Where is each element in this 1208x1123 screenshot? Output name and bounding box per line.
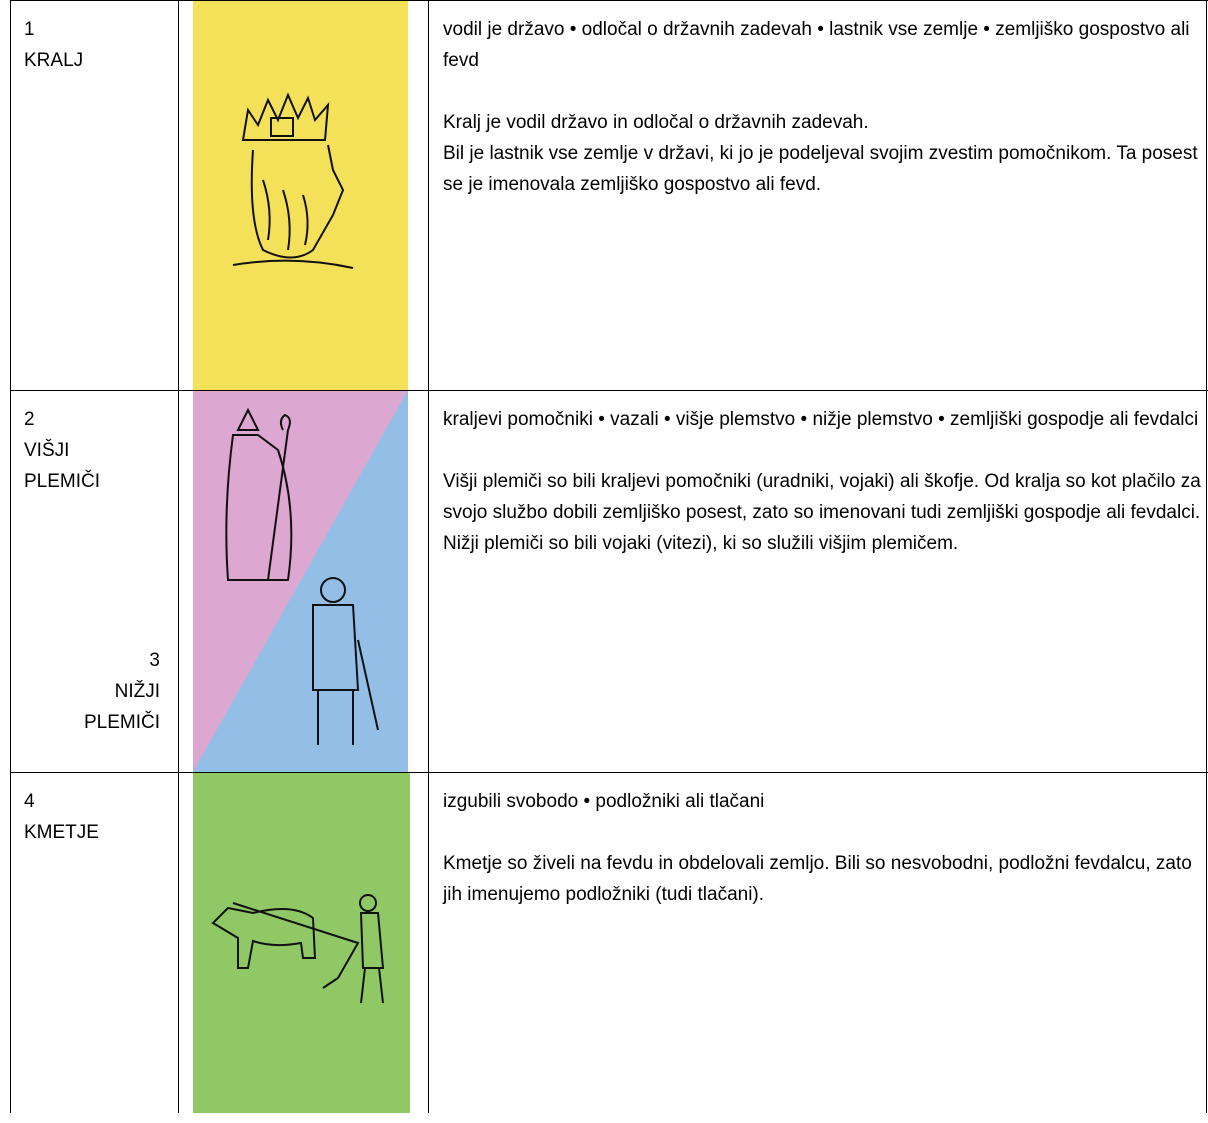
king-drawing <box>232 92 354 269</box>
peasants-picture <box>193 773 410 1113</box>
sub-number: 3 <box>149 650 160 671</box>
row-number: 2 <box>24 409 35 430</box>
row-label: VIŠJI PLEMIČI <box>24 440 101 492</box>
description-line: Kralj je vodil državo in odločal o držav… <box>443 112 869 133</box>
nobles-picture <box>193 390 408 772</box>
row-number: 4 <box>24 791 35 812</box>
keywords: izgubili svobodo • podložniki ali tlačan… <box>443 791 765 812</box>
border <box>428 0 429 1113</box>
row-label-cell: 2 VIŠJI PLEMIČI <box>24 390 174 497</box>
row-label: KMETJE <box>24 822 99 843</box>
description-line: Višji plemiči so bili kraljevi pomočniki… <box>443 471 1201 554</box>
row-text-cell: vodil je državo • odločal o državnih zad… <box>443 0 1205 200</box>
peasants-drawing <box>211 894 385 1004</box>
border <box>10 0 11 1113</box>
row-text-cell: kraljevi pomočniki • vazali • višje plem… <box>443 390 1205 559</box>
border <box>178 0 179 1113</box>
border <box>1206 0 1207 1113</box>
row-label-cell: 4 KMETJE <box>24 772 174 848</box>
keywords: kraljevi pomočniki • vazali • višje plem… <box>443 409 1199 430</box>
row-number: 1 <box>24 19 35 40</box>
description-line: Kmetje so živeli na fevdu in obdelovali … <box>443 853 1192 905</box>
nobles-drawing <box>193 390 408 772</box>
description: Kmetje so živeli na fevdu in obdelovali … <box>443 848 1205 910</box>
description-line: Bil je lastnik vse zemlje v državi, ki j… <box>443 143 1198 195</box>
row-label: KRALJ <box>24 50 84 71</box>
row-text-cell: izgubili svobodo • podložniki ali tlačan… <box>443 772 1205 910</box>
table-row <box>10 772 1208 1113</box>
description: Kralj je vodil državo in odločal o držav… <box>443 107 1205 200</box>
keywords: vodil je državo • odločal o državnih zad… <box>443 19 1190 71</box>
table-row <box>10 0 1208 390</box>
sub-label: NIŽJI PLEMIČI <box>83 681 160 733</box>
sub-label-cell: 3 NIŽJI PLEMIČI <box>20 645 160 738</box>
row-label-cell: 1 KRALJ <box>24 0 174 76</box>
description: Višji plemiči so bili kraljevi pomočniki… <box>443 466 1205 559</box>
king-picture <box>193 0 408 390</box>
table-row <box>10 390 1208 772</box>
